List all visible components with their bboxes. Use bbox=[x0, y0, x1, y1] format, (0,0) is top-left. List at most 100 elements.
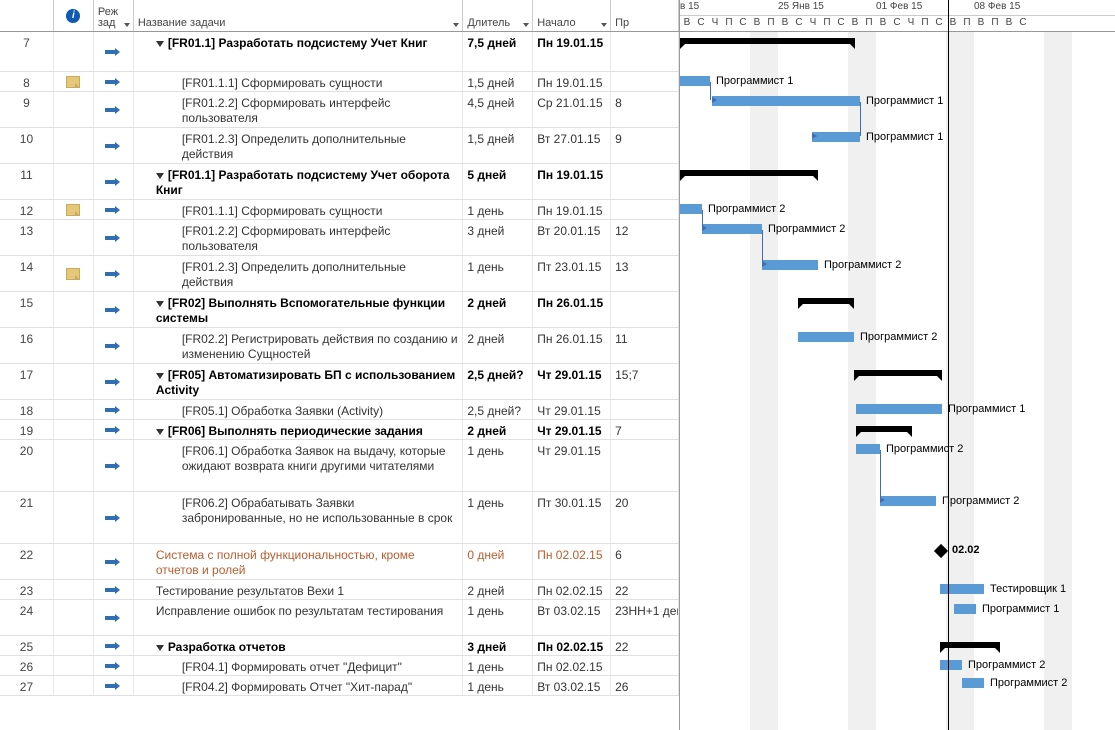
task-duration[interactable]: 4,5 дней bbox=[463, 92, 533, 127]
task-name[interactable]: [FR01.2.3] Определить дополнительные дей… bbox=[134, 256, 464, 291]
task-start[interactable]: Вт 27.01.15 bbox=[533, 128, 611, 163]
task-start[interactable]: Чт 29.01.15 bbox=[533, 400, 611, 419]
task-start[interactable]: Вт 20.01.15 bbox=[533, 220, 611, 255]
row-id[interactable]: 25 bbox=[0, 636, 54, 655]
summary-bar[interactable] bbox=[856, 426, 912, 432]
task-start[interactable]: Пн 19.01.15 bbox=[533, 164, 611, 199]
row-id[interactable]: 10 bbox=[0, 128, 54, 163]
row-mode[interactable] bbox=[94, 400, 134, 419]
task-predecessors[interactable]: 26 bbox=[611, 676, 679, 695]
row-mode[interactable] bbox=[94, 440, 134, 491]
row-id[interactable]: 8 bbox=[0, 72, 54, 91]
task-bar[interactable] bbox=[880, 496, 936, 506]
task-name[interactable]: [FR06.2] Обрабатывать Заявки забронирова… bbox=[134, 492, 464, 543]
task-bar[interactable] bbox=[940, 584, 984, 594]
task-name[interactable]: [FR05.1] Обработка Заявки (Activity) bbox=[134, 400, 464, 419]
table-row[interactable]: 9[FR01.2.2] Сформировать интерфейс польз… bbox=[0, 92, 679, 128]
table-row[interactable]: 7[FR01.1] Разработать подсистему Учет Кн… bbox=[0, 32, 679, 72]
row-mode[interactable] bbox=[94, 164, 134, 199]
table-row[interactable]: 10[FR01.2.3] Определить дополнительные д… bbox=[0, 128, 679, 164]
task-name[interactable]: [FR01.1] Разработать подсистему Учет обо… bbox=[134, 164, 464, 199]
task-name[interactable]: [FR06.1] Обработка Заявок на выдачу, кот… bbox=[134, 440, 464, 491]
chart-body[interactable]: Программист 1Программист 1Программист 1П… bbox=[680, 32, 1115, 730]
task-name[interactable]: [FR05] Автоматизировать БП с использован… bbox=[134, 364, 464, 399]
task-start[interactable]: Чт 29.01.15 bbox=[533, 440, 611, 491]
task-start[interactable]: Вт 03.02.15 bbox=[533, 600, 611, 635]
table-row[interactable]: 27[FR04.2] Формировать Отчет "Хит-парад"… bbox=[0, 676, 679, 696]
row-id[interactable]: 20 bbox=[0, 440, 54, 491]
collapse-icon[interactable] bbox=[156, 645, 164, 651]
col-header-pred[interactable]: Пр bbox=[611, 0, 679, 31]
col-header-duration[interactable]: Длитель bbox=[463, 0, 533, 31]
task-bar[interactable] bbox=[812, 132, 860, 142]
task-bar[interactable] bbox=[712, 96, 860, 106]
task-name[interactable]: Исправление ошибок по результатам тестир… bbox=[134, 600, 464, 635]
summary-bar[interactable] bbox=[940, 642, 1000, 648]
row-id[interactable]: 7 bbox=[0, 32, 54, 71]
row-id[interactable]: 11 bbox=[0, 164, 54, 199]
task-start[interactable]: Чт 29.01.15 bbox=[533, 364, 611, 399]
row-mode[interactable] bbox=[94, 292, 134, 327]
row-id[interactable]: 23 bbox=[0, 580, 54, 599]
task-duration[interactable]: 2 дней bbox=[463, 328, 533, 363]
row-id[interactable]: 17 bbox=[0, 364, 54, 399]
table-row[interactable]: 13[FR01.2.2] Сформировать интерфейс поль… bbox=[0, 220, 679, 256]
task-bar[interactable] bbox=[856, 444, 880, 454]
task-bar[interactable] bbox=[798, 332, 854, 342]
task-name[interactable]: Система с полной функциональностью, кром… bbox=[134, 544, 464, 579]
table-row[interactable]: 16[FR02.2] Регистрировать действия по со… bbox=[0, 328, 679, 364]
table-row[interactable]: 24Исправление ошибок по результатам тест… bbox=[0, 600, 679, 636]
task-predecessors[interactable] bbox=[611, 200, 679, 219]
task-bar[interactable] bbox=[680, 204, 702, 214]
task-start[interactable]: Вт 03.02.15 bbox=[533, 676, 611, 695]
collapse-icon[interactable] bbox=[156, 301, 164, 307]
row-mode[interactable] bbox=[94, 328, 134, 363]
task-predecessors[interactable]: 9 bbox=[611, 128, 679, 163]
task-start[interactable]: Пн 19.01.15 bbox=[533, 200, 611, 219]
task-start[interactable]: Пн 02.02.15 bbox=[533, 580, 611, 599]
task-name[interactable]: [FR06] Выполнять периодические задания bbox=[134, 420, 464, 439]
task-duration[interactable]: 2 дней bbox=[463, 580, 533, 599]
table-row[interactable]: 8[FR01.1.1] Сформировать сущности1,5 дне… bbox=[0, 72, 679, 92]
task-start[interactable]: Пт 23.01.15 bbox=[533, 256, 611, 291]
row-id[interactable]: 26 bbox=[0, 656, 54, 675]
col-header-start[interactable]: Начало bbox=[533, 0, 611, 31]
task-predecessors[interactable]: 8 bbox=[611, 92, 679, 127]
task-predecessors[interactable] bbox=[611, 656, 679, 675]
row-id[interactable]: 22 bbox=[0, 544, 54, 579]
task-name[interactable]: [FR02] Выполнять Вспомогательные функции… bbox=[134, 292, 464, 327]
table-row[interactable]: 19[FR06] Выполнять периодические задания… bbox=[0, 420, 679, 440]
task-start[interactable]: Пн 19.01.15 bbox=[533, 32, 611, 71]
row-mode[interactable] bbox=[94, 600, 134, 635]
row-mode[interactable] bbox=[94, 676, 134, 695]
collapse-icon[interactable] bbox=[156, 173, 164, 179]
task-predecessors[interactable]: 22 bbox=[611, 580, 679, 599]
task-name[interactable]: [FR01.1.1] Сформировать сущности bbox=[134, 200, 464, 219]
row-mode[interactable] bbox=[94, 492, 134, 543]
row-id[interactable]: 9 bbox=[0, 92, 54, 127]
task-duration[interactable]: 7,5 дней bbox=[463, 32, 533, 71]
row-mode[interactable] bbox=[94, 32, 134, 71]
task-duration[interactable]: 1,5 дней bbox=[463, 128, 533, 163]
task-predecessors[interactable]: 12 bbox=[611, 220, 679, 255]
task-duration[interactable]: 1 день bbox=[463, 200, 533, 219]
task-duration[interactable]: 1 день bbox=[463, 676, 533, 695]
row-id[interactable]: 21 bbox=[0, 492, 54, 543]
table-row[interactable]: 11 [FR01.1] Разработать подсистему Учет о… bbox=[0, 164, 679, 200]
table-row[interactable]: 15[FR02] Выполнять Вспомогательные функц… bbox=[0, 292, 679, 328]
row-mode[interactable] bbox=[94, 544, 134, 579]
task-start[interactable]: Пн 02.02.15 bbox=[533, 656, 611, 675]
table-row[interactable]: 21 [FR06.2] Обрабатывать Заявки заброниро… bbox=[0, 492, 679, 544]
task-duration[interactable]: 2,5 дней? bbox=[463, 364, 533, 399]
table-row[interactable]: 26[FR04.1] Формировать отчет "Дефицит"1 … bbox=[0, 656, 679, 676]
task-start[interactable]: Пн 26.01.15 bbox=[533, 328, 611, 363]
task-start[interactable]: Пт 30.01.15 bbox=[533, 492, 611, 543]
task-predecessors[interactable]: 6 bbox=[611, 544, 679, 579]
table-row[interactable]: 18[FR05.1] Обработка Заявки (Activity)2,… bbox=[0, 400, 679, 420]
task-predecessors[interactable] bbox=[611, 440, 679, 491]
task-predecessors[interactable]: 11 bbox=[611, 328, 679, 363]
task-duration[interactable]: 5 дней bbox=[463, 164, 533, 199]
task-bar[interactable] bbox=[762, 260, 818, 270]
task-name[interactable]: [FR01.1.1] Сформировать сущности bbox=[134, 72, 464, 91]
table-row[interactable]: 14[FR01.2.3] Определить дополнительные д… bbox=[0, 256, 679, 292]
